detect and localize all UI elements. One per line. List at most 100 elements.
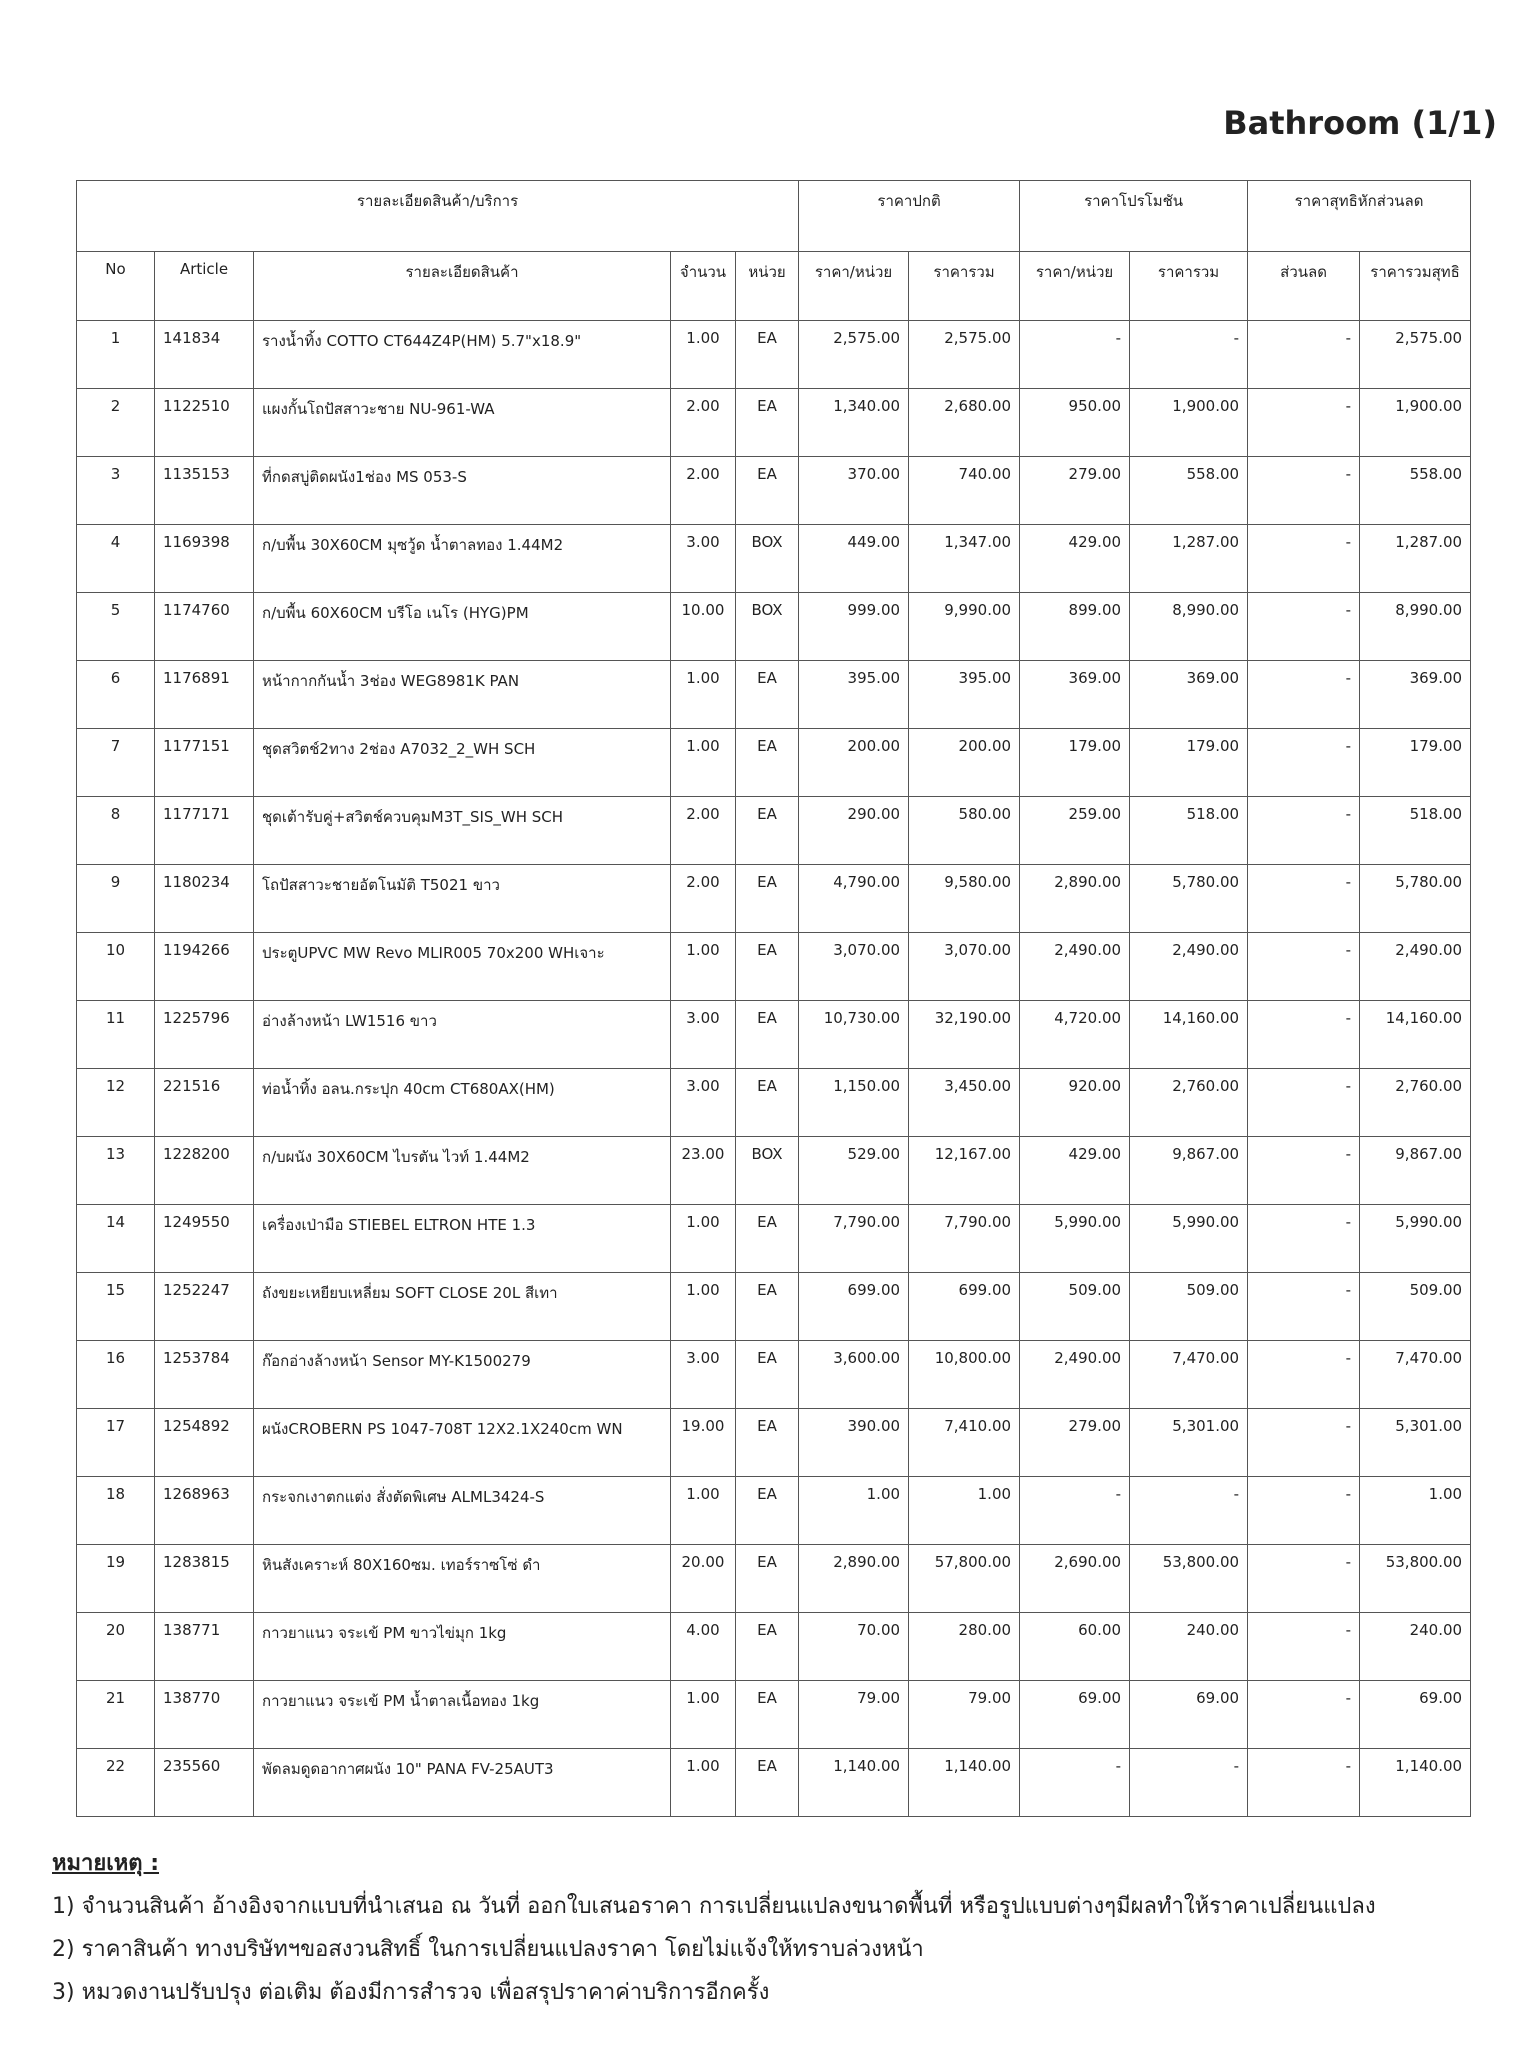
table-cell: 1.00 bbox=[670, 728, 736, 797]
table-cell: 5,780.00 bbox=[1359, 864, 1472, 933]
table-cell: 920.00 bbox=[1019, 1068, 1131, 1137]
table-row: 12 221516 ท่อน้ำทิ้ง อลน.กระปุก 40cm CT680… bbox=[76, 1068, 1472, 1137]
table-row: 14 1249550 เครื่องเป่ามือ STIEBEL ELTRON H… bbox=[76, 1204, 1472, 1273]
table-row: 11 1225796 อ่างล้างหน้า LW1516 ขาว 3.00 EA 10… bbox=[76, 1000, 1472, 1069]
table-cell: EA bbox=[734, 1544, 800, 1613]
table-cell: 235560 bbox=[154, 1748, 254, 1817]
table-cell: 3,070.00 bbox=[798, 932, 910, 1001]
notes-heading: หมายเหตุ : bbox=[52, 1851, 160, 1876]
table-cell: 1249550 bbox=[154, 1204, 254, 1273]
table-cell: - bbox=[1247, 1136, 1361, 1205]
table-cell: 10.00 bbox=[670, 592, 736, 661]
table-cell: 1 bbox=[76, 320, 155, 389]
table-cell: 1194266 bbox=[154, 932, 254, 1001]
table-cell: 2,575.00 bbox=[1359, 320, 1472, 389]
table-cell: 3,600.00 bbox=[798, 1340, 910, 1409]
table-cell: 57,800.00 bbox=[908, 1544, 1021, 1613]
table-cell: 20 bbox=[76, 1612, 155, 1681]
column-header: ราคา/หน่วย bbox=[1019, 251, 1131, 321]
table-cell: 13 bbox=[76, 1136, 155, 1205]
table-cell: 70.00 bbox=[798, 1612, 910, 1681]
table-cell: - bbox=[1247, 864, 1361, 933]
table-cell: 141834 bbox=[154, 320, 254, 389]
table-cell: - bbox=[1247, 1544, 1361, 1613]
table-cell: EA bbox=[734, 456, 800, 525]
table-cell: 699.00 bbox=[908, 1272, 1021, 1341]
table-cell: 14 bbox=[76, 1204, 155, 1273]
table-cell: - bbox=[1019, 1476, 1131, 1545]
table-cell: 699.00 bbox=[798, 1272, 910, 1341]
table-row: 7 1177151 ชุดสวิตช์2ทาง 2ช่อง A7032_2_WH S… bbox=[76, 728, 1472, 797]
table-cell: 1177171 bbox=[154, 796, 254, 865]
table-cell: 10,800.00 bbox=[908, 1340, 1021, 1409]
table-cell: 1122510 bbox=[154, 388, 254, 457]
table-cell: 79.00 bbox=[908, 1680, 1021, 1749]
table-cell: 240.00 bbox=[1359, 1612, 1472, 1681]
column-header: ราคารวม bbox=[908, 251, 1021, 321]
table-cell: - bbox=[1247, 1068, 1361, 1137]
column-header: รายละเอียดสินค้า bbox=[253, 251, 671, 321]
table-cell: 10,730.00 bbox=[798, 1000, 910, 1069]
table-cell: 1180234 bbox=[154, 864, 254, 933]
table-cell: 9 bbox=[76, 864, 155, 933]
table-cell: 2.00 bbox=[670, 388, 736, 457]
table-cell: 1174760 bbox=[154, 592, 254, 661]
table-cell: 558.00 bbox=[1129, 456, 1249, 525]
table-cell: แผงกั้นโถปัสสาวะชาย NU-961-WA bbox=[253, 388, 671, 457]
table-cell: หน้ากากกันน้ำ 3ช่อง WEG8981K PAN bbox=[253, 660, 671, 729]
table-cell: - bbox=[1247, 1340, 1361, 1409]
table-row: 5 1174760 ก/บพื้น 60X60CM บรีโอ เนโร (HYG)… bbox=[76, 592, 1472, 661]
table-cell: 1,140.00 bbox=[908, 1748, 1021, 1817]
table-cell: 53,800.00 bbox=[1129, 1544, 1249, 1613]
table-cell: 1.00 bbox=[670, 320, 736, 389]
table-cell: โถปัสสาวะชายอัตโนมัติ T5021 ขาว bbox=[253, 864, 671, 933]
table-cell: 1.00 bbox=[670, 1272, 736, 1341]
table-cell: 4,790.00 bbox=[798, 864, 910, 933]
table-cell: 2,680.00 bbox=[908, 388, 1021, 457]
table-cell: 5,301.00 bbox=[1359, 1408, 1472, 1477]
table-cell: - bbox=[1247, 660, 1361, 729]
table-cell: 509.00 bbox=[1019, 1272, 1131, 1341]
table-cell: EA bbox=[734, 864, 800, 933]
table-cell: 69.00 bbox=[1359, 1680, 1472, 1749]
table-cell: 1169398 bbox=[154, 524, 254, 593]
table-cell: 1.00 bbox=[798, 1476, 910, 1545]
table-cell: 1,140.00 bbox=[1359, 1748, 1472, 1817]
table-cell: 1.00 bbox=[670, 660, 736, 729]
table-cell: 22 bbox=[76, 1748, 155, 1817]
table-cell: 1268963 bbox=[154, 1476, 254, 1545]
page-title: Bathroom (1/1) bbox=[1223, 104, 1497, 142]
table-cell: 21 bbox=[76, 1680, 155, 1749]
notes: หมายเหตุ : 1) จำนวนสินค้า อ้างอิงจากแบบท… bbox=[52, 1842, 1376, 2014]
table-cell: - bbox=[1247, 1204, 1361, 1273]
table-cell: - bbox=[1247, 320, 1361, 389]
table-cell: ก/บผนัง 30X60CM ไบรตัน ไวท์ 1.44M2 bbox=[253, 1136, 671, 1205]
table-cell: 1.00 bbox=[670, 1748, 736, 1817]
table-cell: 14,160.00 bbox=[1359, 1000, 1472, 1069]
table-cell: - bbox=[1247, 796, 1361, 865]
table-cell: 8 bbox=[76, 796, 155, 865]
table-cell: 999.00 bbox=[798, 592, 910, 661]
column-header: ราคารวม bbox=[1129, 251, 1249, 321]
table-cell: 179.00 bbox=[1359, 728, 1472, 797]
table-cell: 5 bbox=[76, 592, 155, 661]
table-cell: - bbox=[1247, 728, 1361, 797]
table-cell: 1,150.00 bbox=[798, 1068, 910, 1137]
table-row: 22 235560 พัดลมดูดอากาศผนัง 10" PANA FV-25… bbox=[76, 1748, 1472, 1817]
table-row: 18 1268963 กระจกเงาตกแต่ง สั่งตัดพิเศษ ALM… bbox=[76, 1476, 1472, 1545]
table-cell: 8,990.00 bbox=[1359, 592, 1472, 661]
table-cell: 4 bbox=[76, 524, 155, 593]
table-cell: 1,900.00 bbox=[1359, 388, 1472, 457]
table-cell: ผนังCROBERN PS 1047-708T 12X2.1X240cm WN bbox=[253, 1408, 671, 1477]
table-row: 3 1135153 ที่กดสบู่ติดผนัง1ช่อง MS 053-S 2.… bbox=[76, 456, 1472, 525]
table-cell: 6 bbox=[76, 660, 155, 729]
table-cell: - bbox=[1129, 1748, 1249, 1817]
table-cell: 2.00 bbox=[670, 864, 736, 933]
table-cell: 2,760.00 bbox=[1359, 1068, 1472, 1137]
table-cell: 2,490.00 bbox=[1359, 932, 1472, 1001]
table-cell: - bbox=[1247, 1748, 1361, 1817]
quote-table: รายละเอียดสินค้า/บริการ ราคาปกติ ราคาโปรโม… bbox=[75, 180, 1472, 1817]
table-cell: EA bbox=[734, 796, 800, 865]
note-item: 1) จำนวนสินค้า อ้างอิงจากแบบที่นำเสนอ ณ … bbox=[52, 1894, 1376, 1919]
